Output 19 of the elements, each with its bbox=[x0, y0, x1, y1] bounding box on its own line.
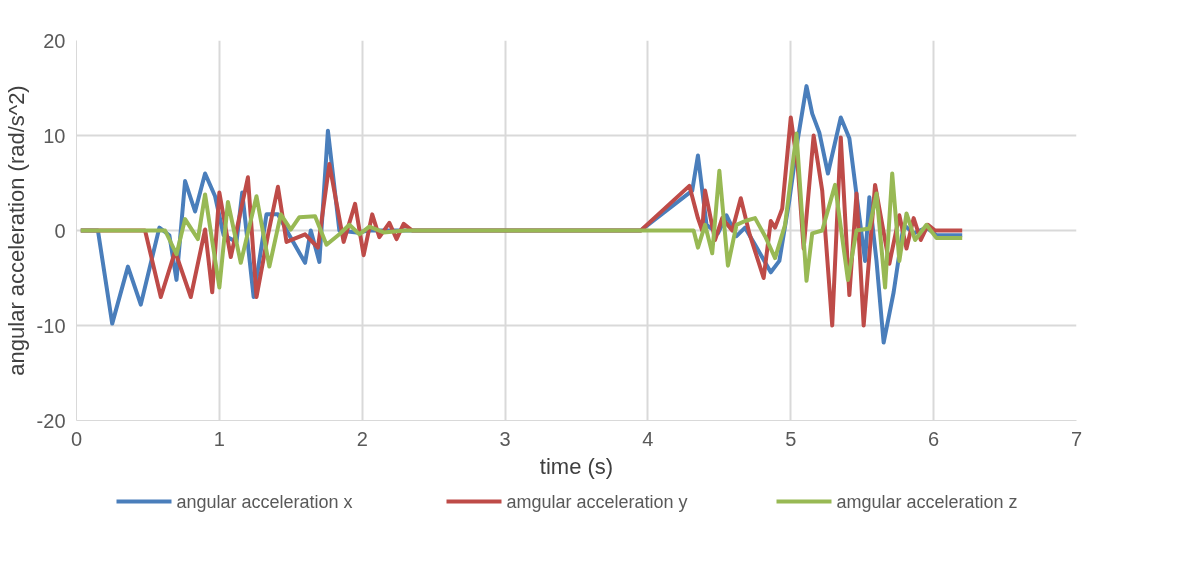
legend-label: amgular acceleration z bbox=[836, 491, 1018, 512]
legend-label: angular acceleration x bbox=[176, 491, 353, 512]
x-axis-title: time (s) bbox=[539, 453, 614, 479]
x-tick-label: 5 bbox=[785, 427, 797, 450]
x-tick-label: 1 bbox=[213, 427, 225, 450]
y-axis-title: angular acceleration (rad/s^2) bbox=[3, 85, 29, 376]
y-tick-label: 20 bbox=[43, 29, 66, 52]
y-tick-label: 0 bbox=[54, 219, 66, 242]
x-tick-label: 0 bbox=[70, 427, 83, 450]
x-tick-label: 2 bbox=[356, 427, 368, 450]
x-tick-label: 4 bbox=[642, 427, 654, 450]
x-tick-label: 3 bbox=[499, 427, 511, 450]
y-tick-label: -20 bbox=[36, 409, 66, 432]
line-series bbox=[78, 131, 965, 290]
x-tick-label: 6 bbox=[928, 427, 940, 450]
legend-label: amgular acceleration y bbox=[506, 491, 688, 512]
y-tick-label: -10 bbox=[36, 314, 66, 337]
x-tick-label: 7 bbox=[1070, 427, 1083, 450]
y-tick-label: 10 bbox=[43, 124, 66, 147]
